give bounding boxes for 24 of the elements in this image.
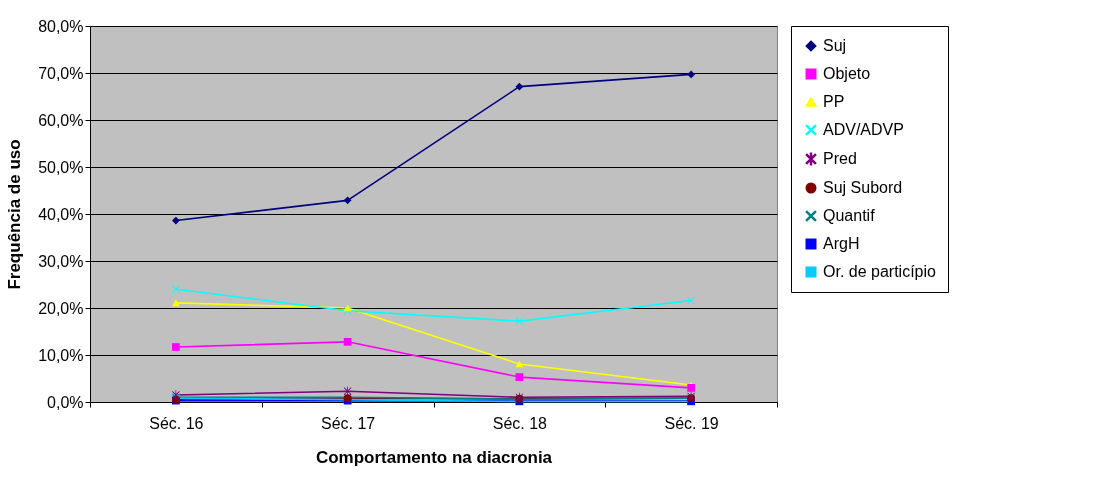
legend-label: ADV/ADVP bbox=[823, 121, 904, 138]
legend-label: Pred bbox=[823, 150, 857, 167]
y-tick-label: 10,0% bbox=[38, 346, 84, 364]
legend-label: Or. de particípio bbox=[823, 263, 937, 280]
x-axis-title: Comportamento na diacronia bbox=[315, 447, 553, 467]
y-tick-label: 70,0% bbox=[38, 64, 84, 82]
legend-label: PP bbox=[823, 93, 845, 110]
y-tick-label: 0,0% bbox=[47, 393, 84, 411]
x-tick-label: Séc. 18 bbox=[492, 414, 548, 432]
y-tick-label: 80,0% bbox=[38, 17, 84, 35]
legend-label: Suj bbox=[823, 37, 847, 54]
legend-label: Suj Subord bbox=[823, 179, 903, 196]
legend-label: Quantif bbox=[823, 207, 876, 224]
y-tick-label: 40,0% bbox=[38, 205, 84, 223]
x-tick-label: Séc. 19 bbox=[664, 414, 719, 432]
y-tick-label: 20,0% bbox=[38, 299, 84, 317]
y-tick-label: 30,0% bbox=[38, 252, 84, 270]
legend-label: Objeto bbox=[823, 65, 871, 82]
x-tick-label: Séc. 17 bbox=[320, 414, 376, 432]
x-tick-label: Séc. 16 bbox=[149, 414, 204, 432]
legend-label: ArgH bbox=[823, 235, 860, 252]
y-tick-label: 60,0% bbox=[38, 111, 84, 129]
y-tick-label: 50,0% bbox=[38, 158, 84, 176]
y-axis-title: Frequência de uso bbox=[5, 139, 25, 290]
